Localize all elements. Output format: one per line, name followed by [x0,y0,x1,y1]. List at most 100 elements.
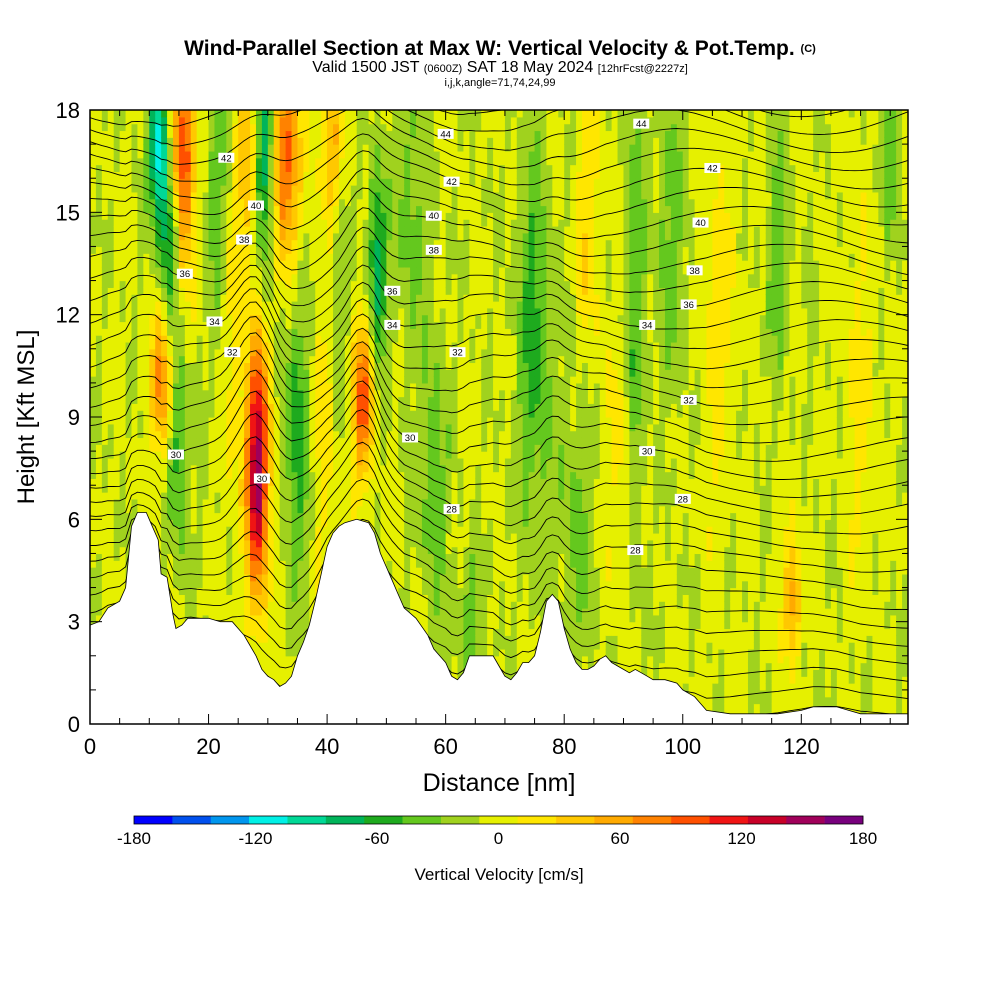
velocity-cell [178,171,186,179]
velocity-cell [297,212,304,220]
velocity-cell [214,471,222,479]
velocity-cell [244,273,251,282]
velocity-cell [261,635,269,643]
velocity-cell [315,423,322,432]
velocity-cell [410,519,417,527]
velocity-cell [107,130,115,138]
velocity-cell [404,498,411,507]
velocity-cell [291,219,299,227]
velocity-cell [297,567,304,575]
velocity-cell [161,532,168,541]
velocity-cell [410,280,417,288]
velocity-cell [410,273,417,282]
velocity-cell [172,171,180,179]
velocity-cell [202,567,210,575]
velocity-cell [261,369,269,377]
velocity-cell [362,369,370,377]
velocity-cell [95,464,103,473]
velocity-cell [309,253,316,261]
velocity-cell [362,376,370,384]
velocity-cell [291,273,299,282]
velocity-cell [196,198,204,207]
velocity-cell [344,335,352,343]
velocity-cell [309,567,316,575]
velocity-cell [410,328,417,336]
velocity-cell [327,212,334,220]
velocity-cell [137,307,144,316]
velocity-cell [327,348,334,357]
velocity-cell [398,478,405,486]
velocity-cell [321,546,328,555]
velocity-cell [155,444,162,452]
velocity-cell [362,451,370,459]
velocity-cell [410,526,417,534]
velocity-cell [368,294,376,302]
velocity-cell [202,232,210,241]
velocity-cell [338,341,346,350]
velocity-cell [297,335,304,343]
velocity-cell [208,185,216,193]
velocity-cell [273,369,281,377]
velocity-cell [291,396,299,404]
velocity-cell [255,150,263,159]
velocity-cell [327,185,334,193]
velocity-cell [155,157,162,166]
velocity-cell [220,526,227,534]
velocity-cell [214,382,222,391]
velocity-cell [107,376,115,384]
velocity-cell [398,212,405,220]
velocity-cell [374,355,382,364]
velocity-cell [261,280,269,288]
velocity-cell [149,280,156,288]
velocity-cell [267,355,275,364]
velocity-cell [161,260,168,268]
velocity-cell [113,239,121,248]
velocity-cell [101,239,109,248]
velocity-cell [356,157,364,166]
velocity-cell [101,260,109,268]
velocity-cell [167,260,174,268]
velocity-cell [113,246,121,254]
velocity-cell [398,150,405,159]
velocity-cell [285,526,293,534]
velocity-cell [255,116,263,125]
velocity-cell [386,212,393,220]
velocity-cell [208,137,216,145]
velocity-cell [161,198,168,207]
velocity-cell [386,273,393,282]
velocity-cell [362,335,370,343]
velocity-cell [244,389,251,398]
velocity-cell [202,519,210,527]
velocity-cell [244,225,251,234]
velocity-cell [244,635,251,643]
velocity-cell [232,444,239,452]
velocity-cell [333,232,340,241]
velocity-cell [386,191,393,200]
velocity-cell [398,328,405,336]
velocity-cell [398,560,405,568]
velocity-cell [374,301,382,309]
velocity-cell [297,219,304,227]
velocity-cell [113,191,121,200]
velocity-cell [368,205,376,213]
velocity-cell [273,239,281,248]
velocity-cell [338,212,346,220]
velocity-cell [238,157,245,166]
velocity-cell [350,417,358,425]
velocity-cell [161,130,168,138]
velocity-cell [214,137,222,145]
velocity-cell [178,253,186,261]
velocity-cell [303,519,310,527]
velocity-cell [309,116,316,125]
velocity-cell [333,348,340,357]
velocity-cell [238,225,245,234]
velocity-cell [255,253,263,261]
velocity-cell [107,164,115,172]
velocity-cell [250,164,257,172]
velocity-cell [327,410,334,418]
velocity-cell [392,546,399,555]
velocity-cell [226,164,233,172]
velocity-cell [410,546,417,555]
velocity-cell [137,273,144,282]
velocity-cell [113,567,121,575]
